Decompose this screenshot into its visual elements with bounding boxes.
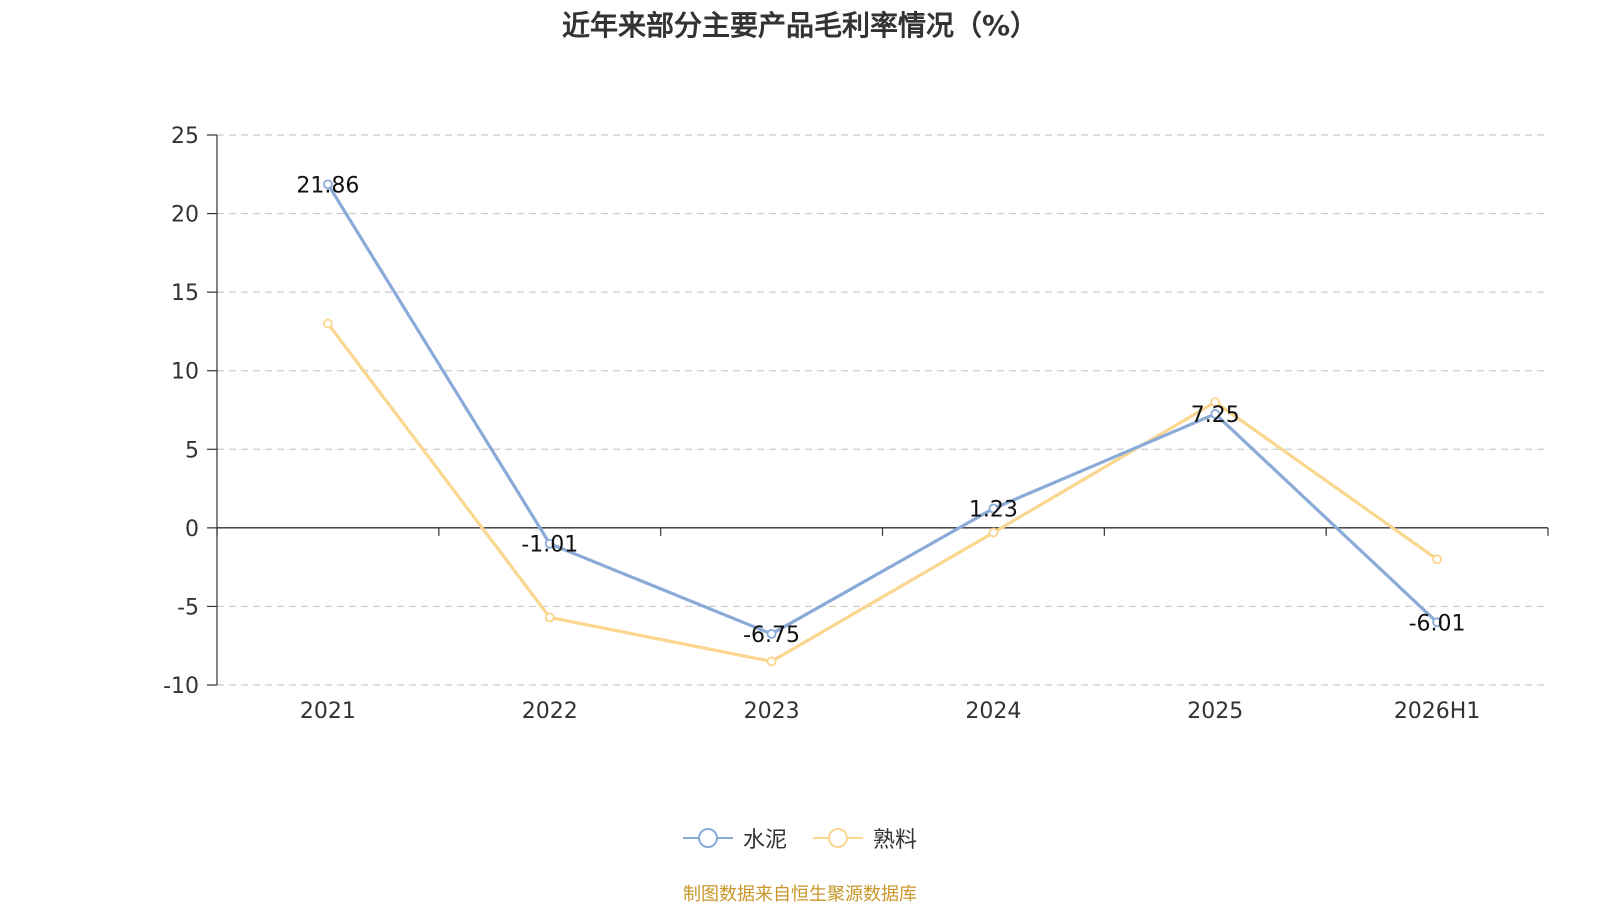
chart-legend: 水泥 熟料 [0, 822, 1600, 854]
data-point [1432, 554, 1442, 565]
series-line-1 [326, 322, 1439, 664]
y-tick-label: 5 [185, 438, 199, 463]
data-label: 1.23 [969, 498, 1018, 523]
data-point [323, 179, 333, 190]
legend-label-clinker: 熟料 [873, 828, 918, 853]
legend-line-marker-icon [813, 828, 863, 848]
y-tick-label: 25 [171, 124, 199, 149]
data-label: -1.01 [521, 533, 578, 558]
data-point [766, 656, 777, 667]
data-point [988, 503, 999, 514]
y-tick-label: 20 [171, 203, 199, 228]
x-tick-label: 2023 [744, 699, 800, 724]
x-tick-label: 2021 [300, 699, 356, 724]
data-source-note: 制图数据来自恒生聚源数据库 [683, 884, 917, 905]
data-label: -6.01 [1409, 611, 1466, 636]
data-point [323, 318, 333, 329]
data-point [544, 538, 555, 549]
x-tick-label: 2025 [1187, 699, 1243, 724]
y-tick-label: 0 [185, 517, 199, 542]
legend-label-cement: 水泥 [742, 828, 787, 853]
legend-line-marker-icon [682, 828, 733, 848]
data-point [1210, 409, 1221, 419]
y-tick-label: 10 [171, 360, 199, 385]
legend-item-cement[interactable]: 水泥 [682, 822, 787, 854]
x-tick-label: 2026H1 [1394, 699, 1481, 724]
y-tick-label: 15 [171, 281, 199, 306]
y-tick-label: -10 [163, 674, 199, 699]
data-point [766, 629, 777, 639]
data-label: -6.75 [743, 623, 800, 648]
x-tick-label: 2022 [522, 699, 578, 724]
data-label: 21.86 [296, 173, 359, 198]
data-point [544, 612, 555, 623]
series-line-0 [326, 183, 1439, 636]
chart-title: 近年来部分主要产品毛利率情况（%） [561, 9, 1039, 42]
data-point [1210, 397, 1221, 408]
y-tick-label: -5 [177, 595, 199, 620]
data-point [988, 527, 999, 538]
x-tick-label: 2024 [965, 699, 1021, 724]
data-point [1432, 617, 1442, 628]
data-label: 7.25 [1191, 403, 1240, 428]
legend-item-clinker[interactable]: 熟料 [813, 822, 917, 854]
